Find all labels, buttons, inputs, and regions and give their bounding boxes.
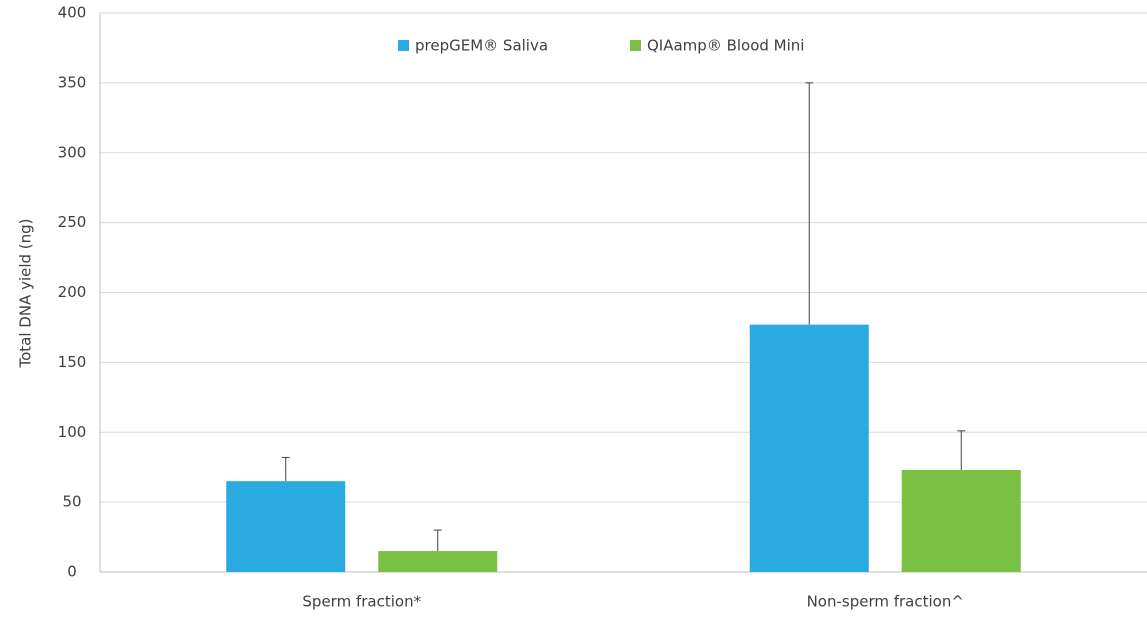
y-tick-label: 100 (58, 423, 87, 441)
y-axis-label: Total DNA yield (ng) (17, 218, 35, 368)
y-tick-label: 200 (58, 283, 87, 301)
error-bar (805, 82, 814, 325)
bar (378, 551, 498, 572)
error-bar (281, 456, 290, 482)
y-tick-label: 250 (58, 213, 87, 231)
bar (749, 324, 869, 572)
y-tick-label: 150 (58, 353, 87, 371)
legend-label: prepGEM® Saliva (415, 37, 548, 55)
y-tick-label: 400 (58, 4, 87, 22)
y-tick-label: 50 (62, 493, 81, 511)
error-bar (433, 529, 442, 552)
error-bar (957, 430, 966, 470)
y-tick-label: 0 (67, 563, 77, 581)
x-tick-label: Sperm fraction* (302, 593, 421, 611)
y-tick-label: 300 (58, 143, 87, 161)
legend-swatch (630, 40, 641, 51)
bar (901, 469, 1021, 572)
y-tick-label: 350 (58, 73, 87, 91)
legend-swatch (398, 40, 409, 51)
x-tick-label: Non-sperm fraction^ (807, 593, 964, 611)
bar (226, 481, 346, 572)
legend-label: QIAamp® Blood Mini (647, 37, 804, 55)
